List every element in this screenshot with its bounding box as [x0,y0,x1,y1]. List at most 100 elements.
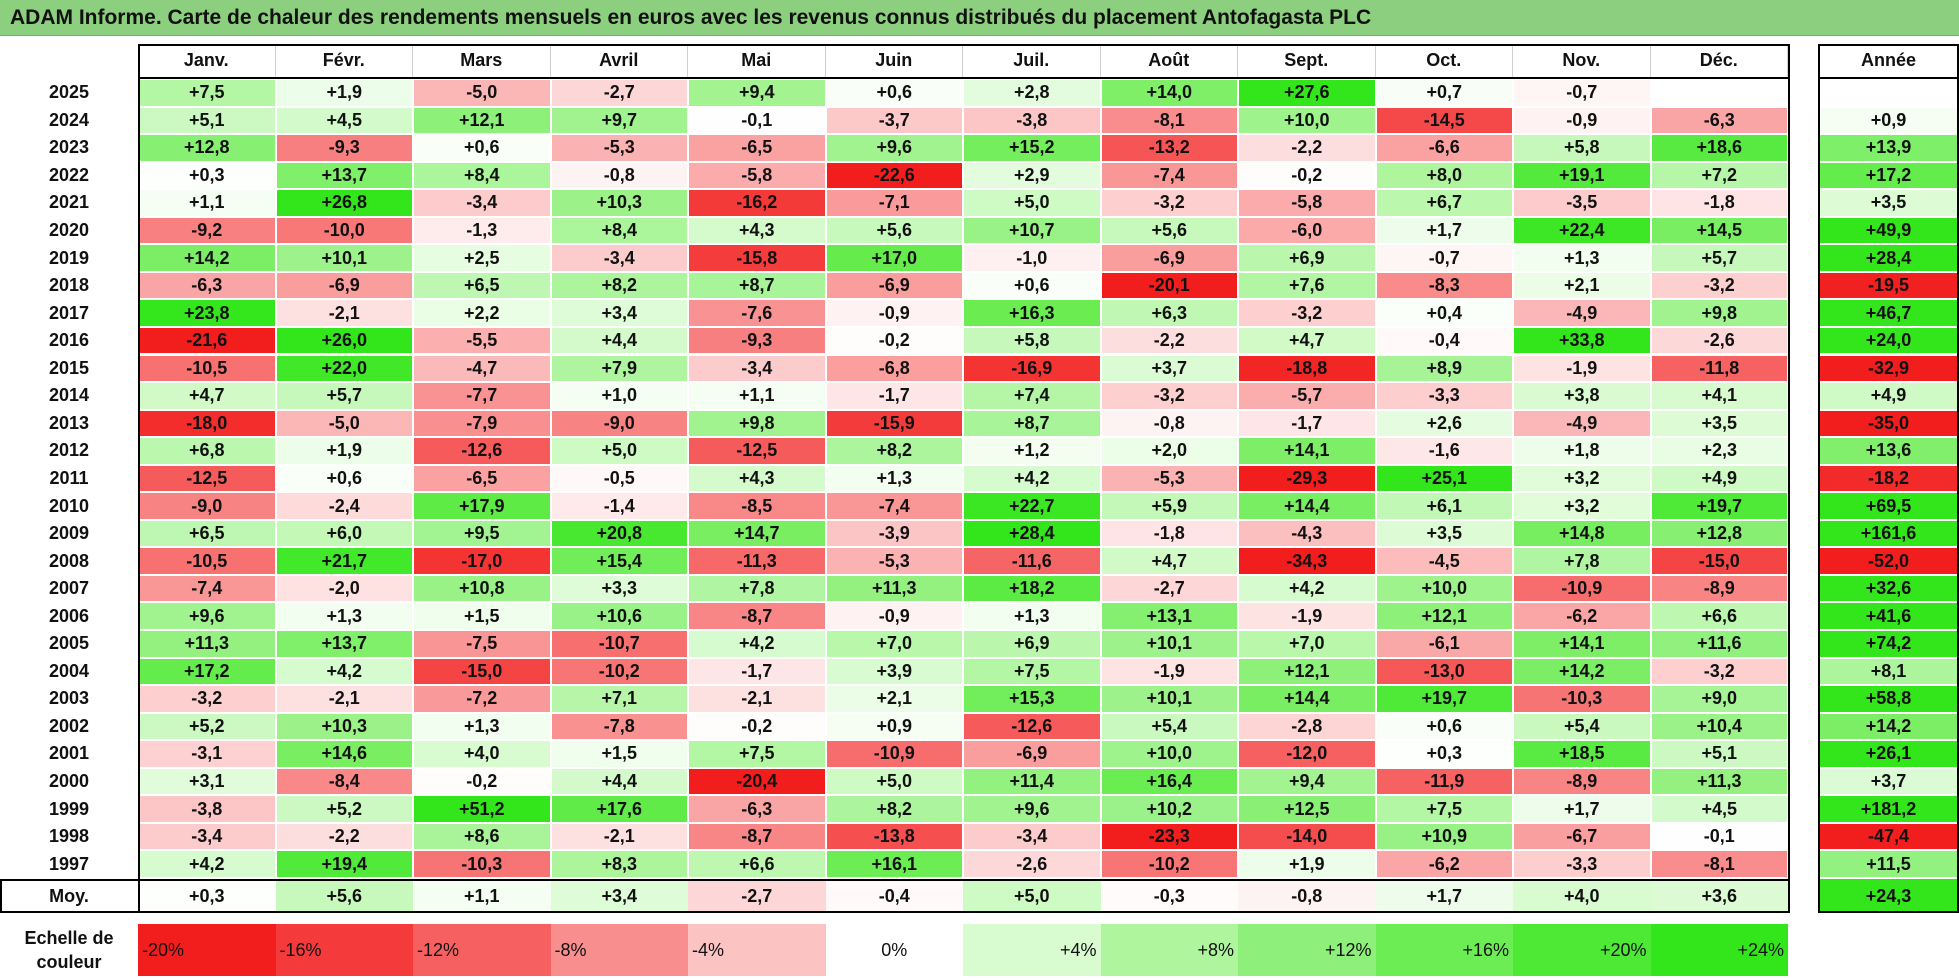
heatmap-cell: +0,3 [138,161,276,190]
heatmap-cell: -2,1 [688,685,826,713]
heatmap-cell: +21,7 [275,547,413,575]
heatmap-cell: -3,8 [963,106,1101,135]
month-header: Juil. [963,44,1101,77]
heatmap-cell: -3,2 [1650,657,1788,686]
heatmap-cell: +7,5 [963,657,1101,686]
heatmap-cell: -3,4 [413,189,551,217]
heatmap-cell: +5,9 [1100,492,1238,520]
legend-swatch: +24% [1650,924,1788,976]
heatmap-cell: -13,2 [1100,134,1238,162]
heatmap-cell: +2,1 [1513,271,1651,300]
heatmap-cell: +8,2 [825,795,963,823]
heatmap-cell: +6,0 [275,519,413,548]
legend-swatch: +12% [1238,924,1376,976]
average-cell: +4,0 [1513,879,1651,913]
year-label: 2016 [48,330,90,351]
heatmap-cell: -10,2 [1100,850,1238,878]
heatmap-cell: +9,4 [688,79,826,107]
heatmap-cell: +2,3 [1650,437,1788,465]
heatmap-cell: -15,0 [413,657,551,686]
heatmap-cell: +4,5 [275,106,413,135]
heatmap-cell: -13,8 [825,822,963,851]
heatmap-cell: +16,4 [1100,767,1238,796]
heatmap-cell: -8,4 [275,767,413,796]
heatmap-cell: +13,7 [275,161,413,190]
heatmap-cell: -3,4 [688,354,826,383]
heatmap-cell: -3,2 [138,685,276,713]
heatmap-cell: +6,6 [688,850,826,878]
heatmap-cell: -2,2 [1100,326,1238,355]
heatmap-cell: -0,2 [688,712,826,741]
heatmap-cell: +6,5 [413,271,551,300]
year-label: 1997 [48,853,90,874]
heatmap-cell: +4,4 [550,767,688,796]
heatmap-cell: +1,3 [413,712,551,741]
heatmap-cell: +14,0 [1100,79,1238,107]
year-label: 2011 [49,467,89,488]
average-cell: +1,7 [1375,879,1513,913]
heatmap-cell: +5,8 [963,326,1101,355]
month-header: Janv. [138,44,276,77]
heatmap-cell: +6,5 [138,519,276,548]
heatmap-cell: -7,6 [688,299,826,327]
heatmap-cell: -14,5 [1375,106,1513,135]
average-cell: -2,7 [688,879,826,913]
month-header: Juin [825,44,963,77]
heatmap-cell: -1,7 [688,657,826,686]
heatmap-cell: +10,6 [550,602,688,630]
heatmap-cell: -3,8 [138,795,276,823]
year-label: 2000 [48,771,90,792]
heatmap-cell: +5,6 [825,216,963,245]
heatmap-cell: +8,4 [413,161,551,190]
heatmap-cell: +4,2 [138,850,276,878]
heatmap-cell: +11,3 [138,630,276,658]
heatmap-cell: -7,7 [413,382,551,410]
heatmap-cell: -6,8 [825,354,963,383]
year-label: 2004 [48,660,90,681]
heatmap-cell: -8,9 [1513,767,1651,796]
annual-cell: +32,6 [1818,574,1959,603]
heatmap-cell: +4,2 [688,630,826,658]
year-label: 2001 [48,743,90,764]
heatmap-cell: -1,7 [825,382,963,410]
heatmap-cell: -12,5 [138,464,276,493]
heatmap-cell: -15,8 [688,244,826,272]
legend-swatch: -8% [550,924,688,976]
heatmap-cell: +12,1 [1238,657,1376,686]
heatmap-cell: +14,2 [138,244,276,272]
heatmap-cell: -18,0 [138,409,276,438]
heatmap-cell: +10,3 [275,712,413,741]
heatmap-cell: +1,5 [413,602,551,630]
heatmap-cell: +7,5 [138,79,276,107]
heatmap-cell: -5,3 [1100,464,1238,493]
heatmap-cell: +2,9 [963,161,1101,190]
heatmap-cell: +12,5 [1238,795,1376,823]
month-header: Oct. [1375,44,1513,77]
year-label: 2003 [48,688,90,709]
heatmap-cell: -20,1 [1100,271,1238,300]
heatmap-cell: -6,3 [138,271,276,300]
heatmap-cell: +15,4 [550,547,688,575]
heatmap-cell: -1,6 [1375,437,1513,465]
heatmap-cell: +6,3 [1100,299,1238,327]
heatmap-cell: +5,8 [1513,134,1651,162]
heatmap-cell: -12,6 [963,712,1101,741]
heatmap-cell: +2,8 [963,79,1101,107]
heatmap-cell: +10,0 [1238,106,1376,135]
heatmap-cell: -0,7 [1375,244,1513,272]
heatmap-cell: +23,8 [138,299,276,327]
heatmap-cell: +10,0 [1375,574,1513,603]
heatmap-cell: +6,7 [1375,189,1513,217]
heatmap-cell: +1,7 [1513,795,1651,823]
heatmap-cell: +5,4 [1100,712,1238,741]
heatmap-cell: -3,2 [1100,189,1238,217]
average-cell: +3,6 [1650,879,1788,913]
heatmap-cell: +7,0 [1238,630,1376,658]
heatmap-cell: +15,2 [963,134,1101,162]
heatmap-cell: +12,8 [1650,519,1788,548]
heatmap-cell: +10,1 [275,244,413,272]
heatmap-cell: +2,2 [413,299,551,327]
annual-cell: +8,1 [1818,657,1959,686]
heatmap-cell: -5,8 [1238,189,1376,217]
legend-swatch: +16% [1375,924,1513,976]
